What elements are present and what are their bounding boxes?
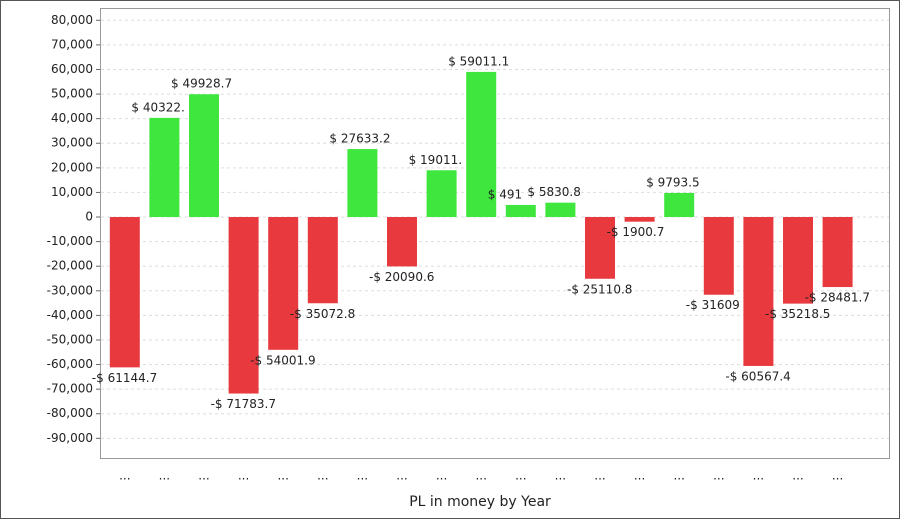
value-label: $ 49928.7 bbox=[171, 77, 232, 91]
x-tick-label: ... bbox=[277, 469, 288, 483]
y-tick-label: -20,000 bbox=[47, 259, 93, 273]
y-tick-label: 60,000 bbox=[51, 62, 93, 76]
bar bbox=[268, 217, 299, 350]
y-tick-label: 30,000 bbox=[51, 136, 93, 150]
x-tick-label: ... bbox=[198, 469, 209, 483]
value-label: -$ 31609 bbox=[686, 298, 740, 312]
x-axis-title: PL in money by Year bbox=[409, 494, 551, 510]
value-label: -$ 54001.9 bbox=[250, 353, 315, 367]
bar bbox=[545, 202, 576, 218]
x-tick-label: ... bbox=[119, 469, 130, 483]
value-label: $ 5830.8 bbox=[527, 185, 580, 199]
bar bbox=[703, 217, 734, 295]
x-tick-label: ... bbox=[792, 469, 803, 483]
bar bbox=[822, 217, 853, 288]
bar bbox=[109, 217, 140, 368]
bar bbox=[426, 170, 457, 218]
x-tick-label: ... bbox=[753, 469, 764, 483]
x-tick-label: ... bbox=[713, 469, 724, 483]
value-label: $ 40322. bbox=[131, 100, 184, 114]
bar bbox=[228, 217, 259, 394]
value-label: $ 9793.5 bbox=[646, 175, 699, 189]
x-tick-label: ... bbox=[475, 469, 486, 483]
bar bbox=[624, 217, 655, 222]
value-label: -$ 20090.6 bbox=[369, 270, 434, 284]
bar bbox=[466, 71, 497, 218]
y-tick-label: 50,000 bbox=[51, 87, 93, 101]
x-tick-label: ... bbox=[396, 469, 407, 483]
value-label: -$ 35072.8 bbox=[290, 307, 355, 321]
x-tick-label: ... bbox=[634, 469, 645, 483]
bar bbox=[347, 149, 378, 218]
value-label: -$ 25110.8 bbox=[567, 282, 632, 296]
value-label: $ 491 bbox=[488, 187, 522, 201]
value-label: -$ 35218.5 bbox=[765, 307, 830, 321]
y-tick-label: 0 bbox=[85, 210, 93, 224]
x-tick-label: ... bbox=[832, 469, 843, 483]
bar bbox=[743, 217, 774, 366]
bar bbox=[585, 217, 615, 279]
x-tick-label: ... bbox=[317, 469, 328, 483]
y-tick-label: -60,000 bbox=[47, 357, 93, 371]
bar bbox=[307, 217, 338, 304]
y-tick-label: -70,000 bbox=[47, 382, 93, 396]
y-tick-label: -90,000 bbox=[47, 431, 93, 445]
x-tick-label: ... bbox=[594, 469, 605, 483]
x-tick-label: ... bbox=[436, 469, 447, 483]
x-tick-label: ... bbox=[357, 469, 368, 483]
bar bbox=[387, 217, 417, 267]
x-tick-label: ... bbox=[159, 469, 170, 483]
value-label: -$ 28481.7 bbox=[805, 291, 870, 305]
x-tick-label: ... bbox=[555, 469, 566, 483]
bar bbox=[664, 192, 695, 218]
y-tick-label: 70,000 bbox=[51, 37, 93, 51]
y-tick-label: 40,000 bbox=[51, 111, 93, 125]
value-label: -$ 61144.7 bbox=[92, 371, 157, 385]
y-tick-label: -50,000 bbox=[47, 332, 93, 346]
value-label: $ 59011.1 bbox=[448, 54, 509, 68]
value-label: -$ 1900.7 bbox=[607, 225, 665, 239]
y-tick-label: -10,000 bbox=[47, 234, 93, 248]
value-label: $ 27633.2 bbox=[329, 132, 390, 146]
y-tick-label: -80,000 bbox=[47, 406, 93, 420]
bar bbox=[505, 204, 536, 218]
bar bbox=[149, 117, 180, 218]
y-tick-label: -40,000 bbox=[47, 308, 93, 322]
value-label: -$ 60567.4 bbox=[725, 369, 790, 383]
y-tick-label: 20,000 bbox=[51, 160, 93, 174]
y-tick-label: -30,000 bbox=[47, 283, 93, 297]
x-tick-label: ... bbox=[673, 469, 684, 483]
bar bbox=[189, 94, 219, 218]
y-tick-label: 10,000 bbox=[51, 185, 93, 199]
bar bbox=[783, 217, 813, 304]
x-tick-label: ... bbox=[515, 469, 526, 483]
value-label: $ 19011. bbox=[409, 153, 462, 167]
y-tick-label: 80,000 bbox=[51, 13, 93, 27]
value-label: -$ 71783.7 bbox=[211, 397, 276, 411]
x-tick-label: ... bbox=[238, 469, 249, 483]
